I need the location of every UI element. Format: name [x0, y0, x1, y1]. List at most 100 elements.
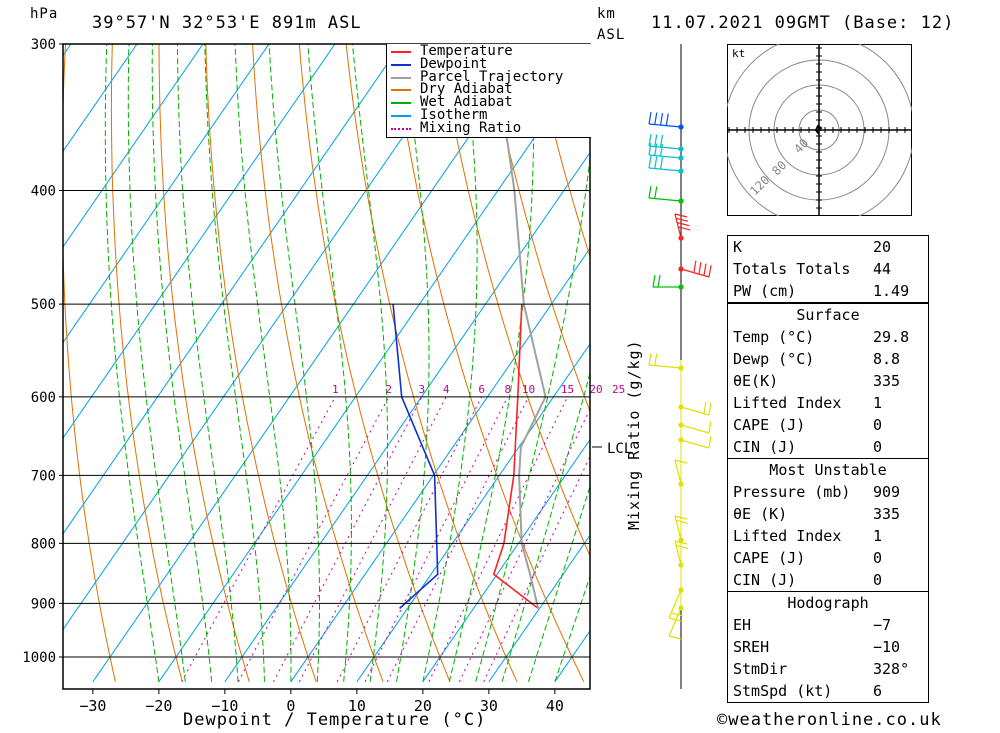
wind-barb-flag: [654, 353, 658, 366]
index-row: CAPE (J) 0: [728, 547, 928, 569]
wind-barb-flag: [648, 142, 652, 156]
pressure-tick-label: 300: [31, 37, 56, 53]
wet-adiabat-line: [422, 44, 478, 682]
index-key: Lifted Index: [733, 394, 842, 412]
wind-barb-shaft: [674, 540, 682, 566]
legend-swatch: [391, 127, 411, 130]
index-row: PW (cm) 1.49: [728, 280, 928, 302]
legend-swatch: [391, 102, 411, 105]
index-value: 335: [873, 372, 901, 390]
legend-label: Dewpoint: [420, 55, 488, 72]
isotherm-line: [63, 44, 138, 153]
index-row: θE(K) 335: [728, 370, 928, 392]
x-axis-label: Dewpoint / Temperature (°C): [183, 710, 487, 730]
wind-barb-flag: [659, 143, 664, 157]
index-value: −7: [873, 616, 892, 634]
index-row: Lifted Index 1: [728, 525, 928, 547]
dry-adiabat-line: [485, 44, 590, 413]
mixing-ratio-label: 20: [589, 383, 602, 396]
wind-barb-shaft: [680, 439, 710, 449]
hodograph-unit-label: kt: [732, 47, 745, 60]
wind-barb-flag: [675, 544, 689, 549]
wet-adiabat-line: [234, 44, 292, 682]
index-value: 29.8: [873, 328, 910, 346]
wind-barb-shaft: [674, 515, 682, 541]
mixing-ratio-line: [237, 396, 390, 683]
indices-main-table: K 20 Totals Totals 44 PW (cm) 1.49: [727, 235, 929, 303]
wind-barb-shaft: [674, 213, 682, 239]
wind-barb-shaft: [648, 197, 682, 202]
isotherm-line: [488, 534, 590, 683]
wind-barb-flag: [668, 635, 682, 640]
pressure-tick-label: 400: [31, 183, 56, 199]
index-row: CIN (J) 0: [728, 569, 928, 591]
wind-barb-flag: [675, 217, 689, 222]
wind-barb-shaft: [680, 268, 710, 278]
pressure-tick-label: 500: [31, 297, 56, 313]
wet-adiabat-line: [307, 44, 352, 682]
wet-adiabat-line: [528, 484, 590, 682]
isotherm-line: [63, 44, 336, 440]
isotherm-line: [290, 247, 590, 683]
index-row: θE (K) 335: [728, 503, 928, 525]
dry-adiabat-line: [205, 44, 317, 682]
pressure-tick-label: 800: [31, 536, 56, 552]
skewt-diagram: 1 2 3 4 6 8 10 15 20 253004005006007008009001000−…: [22, 27, 720, 715]
wind-barb-flag: [703, 263, 707, 276]
wind-barb-flag: [677, 222, 690, 227]
index-row: Temp (°C) 29.8: [728, 326, 928, 348]
index-key: CAPE (J): [733, 416, 806, 434]
wind-barb-shaft: [668, 589, 682, 619]
wind-barb-shaft: [648, 154, 682, 159]
mixing-ratio-label: 8: [504, 383, 511, 396]
wind-barb-shaft: [648, 364, 682, 369]
dry-adiabat-line: [715, 27, 720, 682]
index-key: CIN (J): [733, 438, 797, 456]
mixing-ratio-label: 2: [385, 383, 392, 396]
legend-swatch: [391, 89, 411, 92]
wind-barb-flag: [657, 274, 661, 288]
pressure-unit-label: hPa: [30, 6, 59, 22]
isotherm-line: [63, 44, 204, 248]
wind-barb-flag: [648, 155, 652, 169]
plot-frame: [62, 43, 591, 690]
chart-legend: Temperature Dewpoint Parcel Trajectory Dry …: [386, 43, 591, 138]
km-label: km: [597, 6, 616, 22]
pressure-tick-label: 700: [31, 468, 56, 484]
mixing-ratio-line: [364, 396, 509, 683]
legend-swatch: [391, 115, 411, 117]
surface-table: Surface Temp (°C) 29.8 Dewp (°C) 8.8 θE(K) 335…: [727, 303, 929, 459]
asl-label: ASL: [597, 27, 626, 43]
legend-swatch: [391, 76, 411, 79]
legend-label: Wet Adiabat: [420, 94, 513, 111]
copyright-text[interactable]: ©weatheronline.co.uk: [717, 710, 942, 730]
dry-adiabat-line: [439, 44, 590, 558]
temperature-tick-label: 40: [546, 697, 564, 715]
index-row: StmDir 328°: [728, 658, 928, 680]
index-row: SREH −10: [728, 636, 928, 658]
pressure-tick-label: 600: [31, 390, 56, 406]
table-title: Most Unstable: [769, 461, 887, 479]
index-value: −10: [873, 638, 901, 656]
index-row: Totals Totals 44: [728, 258, 928, 280]
pressure-tick-label: 900: [31, 596, 56, 612]
index-value: 0: [873, 416, 883, 434]
dry-adiabat-line: [252, 44, 384, 682]
legend-swatch: [391, 51, 411, 53]
index-value: 0: [873, 571, 883, 589]
index-row: EH −7: [728, 614, 928, 636]
index-row: K 20: [728, 236, 928, 258]
wind-barb-flag: [659, 112, 664, 126]
index-value: 1: [873, 527, 883, 545]
index-key: K: [733, 238, 743, 256]
wind-barb-flag: [648, 352, 652, 366]
index-row: Pressure (mb) 909: [728, 481, 928, 503]
index-value: 1: [873, 394, 883, 412]
wind-barb-flag: [671, 612, 684, 617]
wind-barb-shaft: [674, 459, 682, 485]
wet-adiabat-line: [475, 154, 590, 682]
wet-adiabat-line: [127, 44, 186, 682]
wind-barb-flag: [648, 185, 652, 199]
mixing-ratio-line: [273, 396, 423, 683]
